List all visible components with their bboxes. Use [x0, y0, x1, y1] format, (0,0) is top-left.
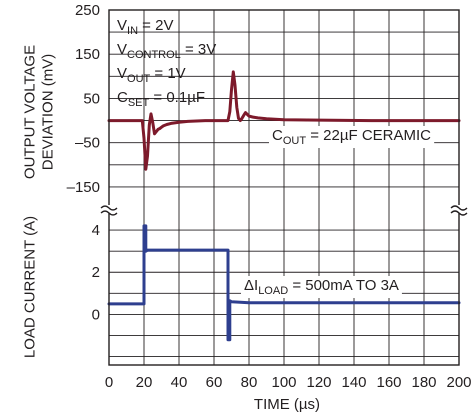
load-current-trace	[107, 224, 461, 342]
x-tick-label: 0	[105, 374, 113, 391]
annotation-background	[241, 276, 402, 298]
axis-break-mark	[100, 205, 118, 211]
axis-labels: TIME (µs) OUTPUT VOLTAGE DEVIATION (mV) LO…	[22, 45, 321, 413]
y-tick-label: 2	[92, 264, 100, 281]
y-tick-label: 4	[92, 222, 100, 239]
x-tick-label: 200	[446, 374, 471, 391]
plot-border	[108, 9, 460, 366]
axis-break-mark	[100, 210, 118, 216]
x-tick-label: 40	[171, 374, 188, 391]
annotation-label: ΔILOAD = 500mA TO 3A	[244, 277, 399, 297]
annotations: VIN = 2V VCONTROL = 3V VOUT = 1V CSET = 0.1…	[117, 17, 435, 298]
y-tick-label: 50	[83, 90, 100, 107]
tick-labels: 0 20 40 60 80 100 120 140 160 180 20025015050–50–1…	[67, 2, 472, 391]
x-tick-label: 160	[376, 374, 401, 391]
y-tick-label: 250	[75, 2, 100, 19]
x-tick-label: 180	[411, 374, 436, 391]
x-tick-label: 60	[206, 374, 223, 391]
x-tick-label: 140	[341, 374, 366, 391]
annotation-label: CSET = 0.1µF	[117, 89, 205, 109]
annotation-label: VCONTROL = 3V	[117, 41, 216, 61]
output-voltage-trace	[107, 70, 461, 171]
plot-frame	[100, 9, 468, 366]
grid	[109, 10, 459, 365]
voltage-axis-label: DEVIATION (mV)	[40, 54, 57, 170]
axis-break-gap	[451, 205, 467, 213]
annotation-background	[269, 126, 435, 148]
x-tick-label: 80	[241, 374, 258, 391]
series-layer	[107, 70, 461, 342]
x-tick-label: 100	[271, 374, 296, 391]
y-tick-label: 150	[75, 46, 100, 63]
voltage-axis-label: OUTPUT VOLTAGE	[22, 45, 39, 179]
x-tick-label: 20	[136, 374, 153, 391]
axis-break-gap	[101, 205, 117, 213]
x-tick-label: 120	[306, 374, 331, 391]
y-tick-label: 0	[92, 306, 100, 323]
current-axis-label: LOAD CURRENT (A)	[22, 216, 39, 358]
x-axis-label: TIME (µs)	[254, 396, 320, 413]
annotation-label: COUT = 22µF CERAMIC	[272, 127, 431, 147]
y-tick-label: –150	[67, 179, 100, 196]
y-tick-label: –50	[75, 135, 100, 152]
axis-break-mark	[450, 205, 468, 211]
annotation-label: VIN = 2V	[117, 17, 173, 37]
annotation-label: VOUT = 1V	[117, 65, 186, 85]
axis-break-mark	[450, 210, 468, 216]
